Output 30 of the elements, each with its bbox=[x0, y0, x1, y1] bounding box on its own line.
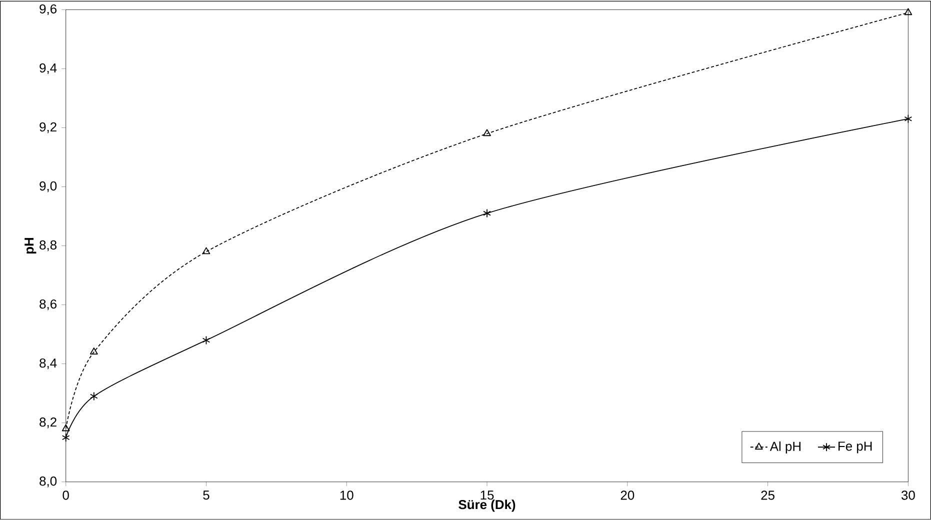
y-tick-label: 8,0 bbox=[40, 476, 57, 488]
x-tick-label: 25 bbox=[761, 490, 774, 500]
point bbox=[904, 114, 912, 124]
y-tick-label: 9,2 bbox=[40, 122, 56, 134]
y-tick-label: 8,6 bbox=[40, 300, 57, 310]
point bbox=[483, 209, 491, 218]
y-tick-label: 9,0 bbox=[40, 182, 57, 192]
x-axis-title: Süre (Dk) bbox=[458, 500, 516, 512]
y-tick-label: 8,8 bbox=[40, 240, 57, 252]
x-tick-label: 15 bbox=[480, 490, 494, 500]
point bbox=[202, 247, 210, 254]
y-axis-title: pH bbox=[24, 238, 36, 254]
legend-label: Al pH bbox=[770, 442, 800, 454]
x-tick-label: 20 bbox=[620, 490, 634, 500]
y-tick-label: 9,6 bbox=[40, 4, 57, 16]
point bbox=[90, 348, 98, 355]
x-tick-label: 5 bbox=[203, 490, 210, 500]
x-tick-label: 30 bbox=[901, 490, 915, 500]
point bbox=[90, 392, 98, 401]
point bbox=[202, 336, 210, 345]
point bbox=[483, 129, 491, 136]
point bbox=[62, 424, 70, 432]
y-tick-label: 8,4 bbox=[40, 358, 57, 370]
point bbox=[62, 433, 70, 442]
legend-label: Fe pH bbox=[838, 442, 872, 454]
x-tick-label: 10 bbox=[340, 490, 354, 500]
x-tick-label: 0 bbox=[62, 490, 69, 500]
point bbox=[904, 8, 912, 16]
y-tick-label: 8,2 bbox=[40, 418, 56, 428]
y-tick-label: 9,4 bbox=[40, 63, 57, 74]
